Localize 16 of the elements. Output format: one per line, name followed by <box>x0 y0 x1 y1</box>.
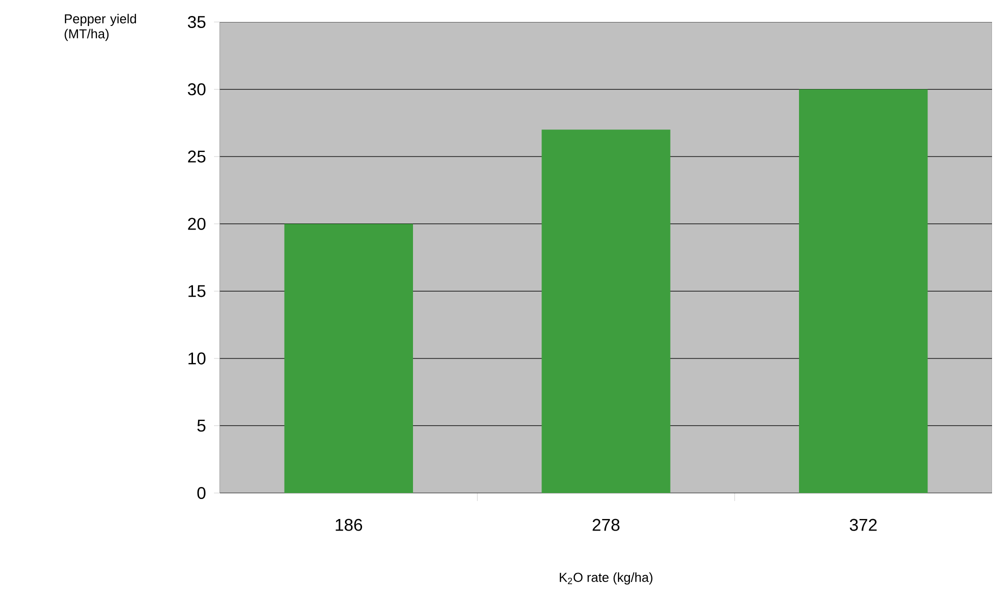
bar <box>284 224 414 493</box>
y-tick-label: 35 <box>188 16 206 28</box>
y-tick-label: 30 <box>188 83 206 96</box>
y-tick-label: 10 <box>188 352 206 364</box>
x-tick-label: 372 <box>850 518 877 531</box>
bar <box>799 89 928 493</box>
bar <box>542 130 670 493</box>
x-tick-label: 278 <box>592 518 620 531</box>
x-axis-title: K$_{2}$O rate (kg/ha) <box>560 572 652 585</box>
y-tick-label: 25 <box>188 150 206 163</box>
y-tick-label: 20 <box>188 218 206 230</box>
y-axis-title: Pepper yield (MT/ha) <box>64 14 136 41</box>
y-tick-label: 0 <box>197 486 206 500</box>
x-tick-label: 186 <box>336 518 362 531</box>
y-tick-label: 5 <box>197 420 206 432</box>
y-tick-label: 15 <box>188 285 206 298</box>
